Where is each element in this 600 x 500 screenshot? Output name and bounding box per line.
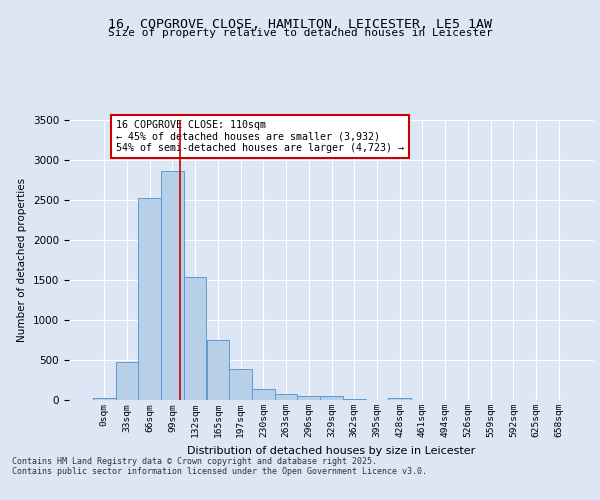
Text: Size of property relative to detached houses in Leicester: Size of property relative to detached ho… — [107, 28, 493, 38]
Text: Contains public sector information licensed under the Open Government Licence v3: Contains public sector information licen… — [12, 467, 427, 476]
Y-axis label: Number of detached properties: Number of detached properties — [17, 178, 28, 342]
Bar — [93, 398, 116, 400]
Bar — [343, 399, 365, 400]
Bar — [116, 362, 139, 400]
Bar — [252, 389, 275, 400]
Bar — [161, 171, 184, 400]
X-axis label: Distribution of detached houses by size in Leicester: Distribution of detached houses by size … — [187, 446, 476, 456]
Bar — [139, 198, 161, 400]
Bar — [298, 396, 320, 400]
Bar — [320, 396, 343, 400]
Bar — [206, 340, 229, 400]
Bar — [229, 369, 252, 400]
Text: 16 COPGROVE CLOSE: 110sqm
← 45% of detached houses are smaller (3,932)
54% of se: 16 COPGROVE CLOSE: 110sqm ← 45% of detac… — [116, 120, 404, 153]
Bar — [275, 394, 298, 400]
Text: Contains HM Land Registry data © Crown copyright and database right 2025.: Contains HM Land Registry data © Crown c… — [12, 457, 377, 466]
Text: 16, COPGROVE CLOSE, HAMILTON, LEICESTER, LE5 1AW: 16, COPGROVE CLOSE, HAMILTON, LEICESTER,… — [108, 18, 492, 30]
Bar — [184, 277, 206, 400]
Bar — [388, 398, 411, 400]
